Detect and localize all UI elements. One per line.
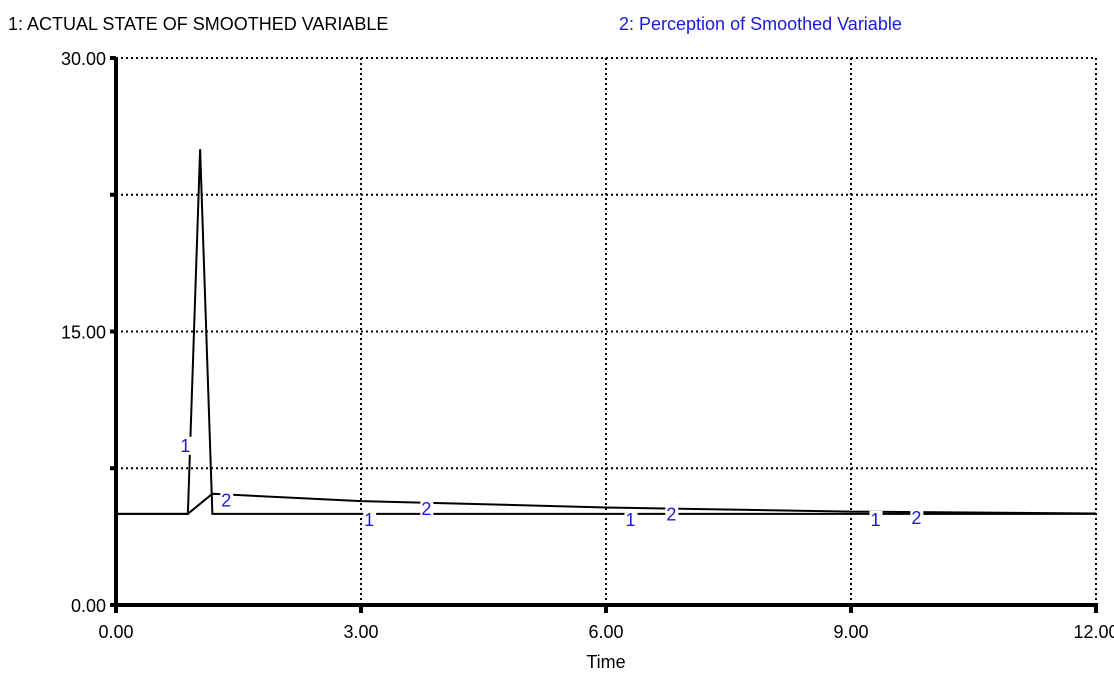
series-2-marker-bg bbox=[910, 509, 924, 528]
series-2-marker: 2 bbox=[221, 490, 231, 510]
x-tick-label: 0.00 bbox=[98, 622, 133, 642]
x-tick-label: 3.00 bbox=[343, 622, 378, 642]
x-tick-label: 12.00 bbox=[1073, 622, 1114, 642]
series-1-marker: 1 bbox=[870, 510, 880, 530]
series-2-marker: 2 bbox=[666, 505, 676, 525]
x-tick-label: 9.00 bbox=[833, 622, 868, 642]
y-tick-label: 0.00 bbox=[71, 596, 106, 616]
x-tick-label: 6.00 bbox=[588, 622, 623, 642]
y-tick-label: 30.00 bbox=[61, 49, 106, 69]
legend-series-2: 2: Perception of Smoothed Variable bbox=[619, 14, 902, 34]
series-1-marker: 1 bbox=[364, 510, 374, 530]
legend-series-1: 1: ACTUAL STATE OF SMOOTHED VARIABLE bbox=[8, 14, 389, 34]
series-2-marker: 2 bbox=[911, 508, 921, 528]
series-1-marker: 1 bbox=[180, 436, 190, 456]
series-2-line bbox=[116, 492, 1097, 515]
series-2-marker-bg bbox=[665, 505, 679, 524]
series-1-marker-bg bbox=[363, 510, 377, 529]
series-1-marker-bg bbox=[624, 510, 638, 529]
series-1-marker-bg bbox=[869, 510, 883, 529]
x-axis-label: Time bbox=[586, 652, 625, 672]
series-2-marker-bg bbox=[420, 499, 434, 518]
series-2-marker: 2 bbox=[421, 499, 431, 519]
series-2-marker-bg bbox=[220, 491, 234, 510]
y-tick-label: 15.00 bbox=[61, 323, 106, 343]
series-1-marker-bg bbox=[179, 436, 193, 455]
series-1-marker: 1 bbox=[625, 510, 635, 530]
